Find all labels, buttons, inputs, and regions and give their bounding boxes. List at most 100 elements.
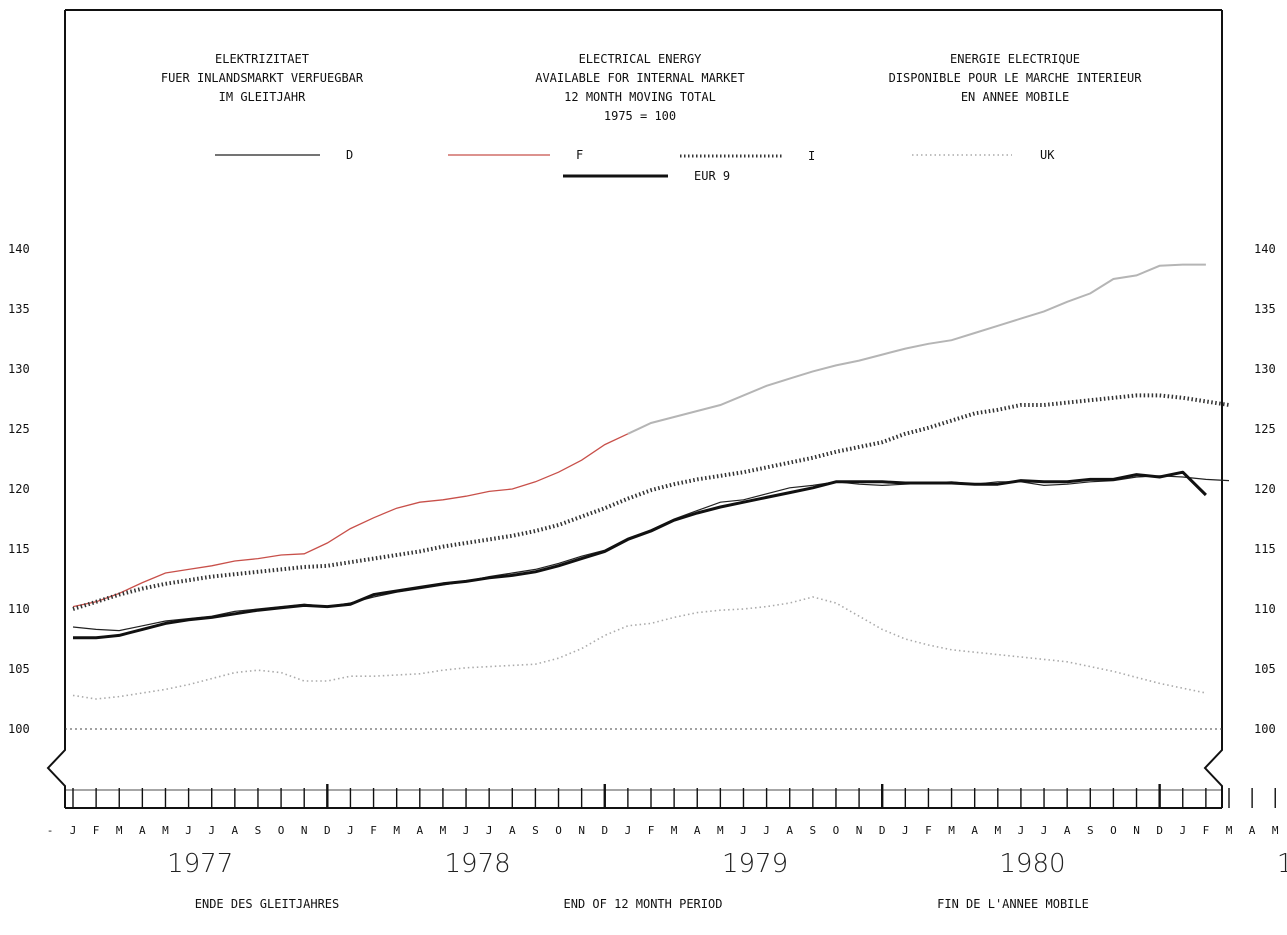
month-label: J	[763, 824, 770, 837]
month-label: J	[902, 824, 909, 837]
y-tick-label-right-140: 140	[1254, 242, 1276, 256]
xlabel-fr: FIN DE L'ANNEE MOBILE	[937, 897, 1089, 911]
month-label: J	[185, 824, 192, 837]
legend-label-eur9: EUR 9	[694, 169, 730, 183]
month-label: O	[278, 824, 285, 837]
month-label: F	[370, 824, 377, 837]
month-label: M	[1226, 824, 1233, 837]
month-label: S	[532, 824, 539, 837]
year-label-1979: 1979	[722, 849, 788, 879]
month-label: J	[208, 824, 215, 837]
month-label: D	[879, 824, 886, 837]
month-label: N	[1133, 824, 1140, 837]
series-line-f-grey	[627, 263, 1206, 435]
month-label: J	[70, 824, 77, 837]
y-tick-label-right-135: 135	[1254, 302, 1276, 316]
month-label: J	[1041, 824, 1048, 837]
xlabel-de: ENDE DES GLEITJAHRES	[195, 897, 340, 911]
month-label: M	[717, 824, 724, 837]
y-tick-label-right-110: 110	[1254, 602, 1276, 616]
month-label: D	[324, 824, 331, 837]
month-label: N	[301, 824, 308, 837]
y-tick-label-right-105: 105	[1254, 662, 1276, 676]
month-label: A	[971, 824, 978, 837]
month-label: J	[1179, 824, 1186, 837]
y-tick-label-left-135: 135	[8, 302, 30, 316]
month-label: F	[93, 824, 100, 837]
title-line-en-3: 1975 = 100	[604, 109, 676, 123]
legend-label-f: F	[576, 148, 583, 162]
month-label: J	[740, 824, 747, 837]
month-label: F	[648, 824, 655, 837]
month-label: J	[463, 824, 470, 837]
month-label: M	[393, 824, 400, 837]
year-label-1981: 1981	[1277, 849, 1287, 879]
series-line-d	[72, 475, 1230, 632]
year-label-1980: 1980	[999, 849, 1065, 879]
title-line-de-0: ELEKTRIZITAET	[215, 52, 309, 66]
month-label: M	[1272, 824, 1279, 837]
year-label-1977: 1977	[167, 849, 233, 879]
y-tick-label-left-100: 100	[8, 722, 30, 736]
month-label: J	[347, 824, 354, 837]
month-label: M	[948, 824, 955, 837]
series-line-i	[72, 393, 1230, 611]
frame-right-break	[1203, 10, 1223, 808]
month-label: A	[694, 824, 701, 837]
series-line-eur9	[73, 470, 1207, 640]
y-tick-label-left-130: 130	[8, 362, 30, 376]
xlabel-en: END OF 12 MONTH PERIOD	[564, 897, 723, 911]
month-label: F	[1203, 824, 1210, 837]
month-label: A	[786, 824, 793, 837]
legend-label-uk: UK	[1040, 148, 1055, 162]
title-line-en-0: ELECTRICAL ENERGY	[579, 52, 703, 66]
month-label: A	[139, 824, 146, 837]
month-label: D	[1156, 824, 1163, 837]
y-tick-label-right-125: 125	[1254, 422, 1276, 436]
title-line-fr-2: EN ANNEE MOBILE	[961, 90, 1069, 104]
x-axis-labels: ENDE DES GLEITJAHRES END OF 12 MONTH PERI…	[195, 897, 1089, 911]
y-tick-label-right-100: 100	[1254, 722, 1276, 736]
y-tick-label-left-125: 125	[8, 422, 30, 436]
frame-left-break	[46, 10, 66, 808]
month-label: O	[1110, 824, 1117, 837]
legend-label-i: I	[808, 149, 815, 163]
month-label: O	[833, 824, 840, 837]
y-axis: 100 100 105 105 110 110 115 115 120 120 125 125 130 1…	[8, 242, 1276, 736]
month-label: A	[509, 824, 516, 837]
y-tick-label-left-105: 105	[8, 662, 30, 676]
month-label: M	[671, 824, 678, 837]
chart-frame	[46, 9, 1223, 809]
month-label: S	[1087, 824, 1094, 837]
month-label: F	[925, 824, 932, 837]
month-label: O	[555, 824, 562, 837]
y-tick-label-left-120: 120	[8, 482, 30, 496]
month-label: J	[625, 824, 632, 837]
month-label: S	[810, 824, 817, 837]
title-line-en-1: AVAILABLE FOR INTERNAL MARKET	[535, 71, 745, 85]
month-label: A	[416, 824, 423, 837]
month-label: A	[1249, 824, 1256, 837]
legend: D F I UK EUR 9	[215, 148, 1055, 183]
month-label: N	[578, 824, 585, 837]
y-tick-label-right-130: 130	[1254, 362, 1276, 376]
y-tick-label-left-110: 110	[8, 602, 30, 616]
y-tick-label-right-120: 120	[1254, 482, 1276, 496]
title-line-en-2: 12 MONTH MOVING TOTAL	[564, 90, 716, 104]
month-label: A	[1064, 824, 1071, 837]
month-label: N	[856, 824, 863, 837]
title-line-fr-1: DISPONIBLE POUR LE MARCHE INTERIEUR	[889, 71, 1143, 85]
year-label-1978: 1978	[445, 849, 511, 879]
chart-header: ELEKTRIZITAET FUER INLANDSMARKT VERFUEGBA…	[161, 52, 1142, 123]
x-axis-start-label: -	[47, 824, 54, 837]
title-line-de-2: IM GLEITJAHR	[219, 90, 306, 104]
month-label: M	[440, 824, 447, 837]
month-label: D	[601, 824, 608, 837]
month-label: J	[1018, 824, 1025, 837]
y-tick-label-left-115: 115	[8, 542, 30, 556]
y-tick-label-right-115: 115	[1254, 542, 1276, 556]
series-line-f-red	[72, 433, 629, 608]
